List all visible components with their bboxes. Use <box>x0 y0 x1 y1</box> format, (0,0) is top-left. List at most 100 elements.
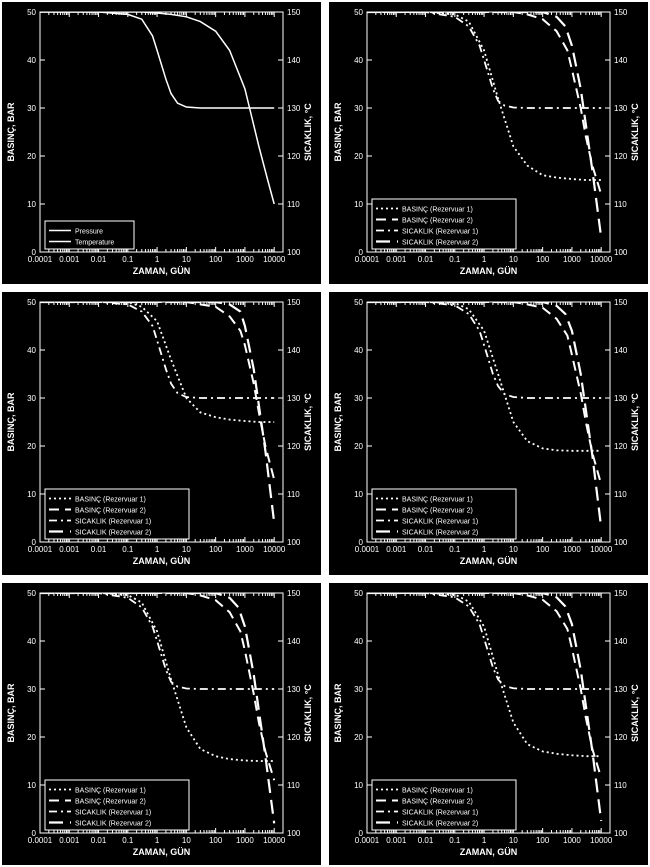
svg-text:BASINÇ, BAR: BASINÇ, BAR <box>6 392 16 452</box>
svg-text:Pressure: Pressure <box>75 229 103 236</box>
svg-text:1000: 1000 <box>563 255 581 264</box>
svg-text:BASINÇ (Rezervuar 2): BASINÇ (Rezervuar 2) <box>75 508 146 515</box>
chart-panel-1: 0.00010.0010.010.11101001000100000102030… <box>2 2 321 284</box>
svg-text:1: 1 <box>482 255 487 264</box>
svg-text:100: 100 <box>209 255 223 264</box>
svg-text:10: 10 <box>354 781 363 790</box>
svg-text:120: 120 <box>287 442 301 451</box>
svg-text:0: 0 <box>32 829 37 838</box>
chart-panel-4: 0.00010.0010.010.11101001000100000102030… <box>329 292 648 574</box>
svg-text:BASINÇ (Rezervuar 2): BASINÇ (Rezervuar 2) <box>402 508 473 515</box>
chart-panel-5: 0.00010.0010.010.11101001000100000102030… <box>2 583 321 865</box>
svg-text:ZAMAN, GÜN: ZAMAN, GÜN <box>133 556 191 566</box>
svg-text:50: 50 <box>354 298 363 307</box>
svg-text:130: 130 <box>287 685 301 694</box>
svg-text:150: 150 <box>287 8 301 17</box>
svg-text:SICAKLIK (Rezervuar 1): SICAKLIK (Rezervuar 1) <box>75 809 151 816</box>
svg-text:50: 50 <box>27 589 36 598</box>
svg-text:1: 1 <box>155 255 160 264</box>
svg-text:100: 100 <box>614 248 628 257</box>
svg-text:120: 120 <box>614 442 628 451</box>
svg-text:30: 30 <box>354 394 363 403</box>
svg-text:150: 150 <box>287 589 301 598</box>
svg-text:SICAKLIK, °C: SICAKLIK, °C <box>303 683 313 741</box>
svg-text:SICAKLIK (Rezervuar 2): SICAKLIK (Rezervuar 2) <box>75 820 151 827</box>
svg-text:10000: 10000 <box>590 255 613 264</box>
svg-text:0.1: 0.1 <box>449 255 461 264</box>
svg-text:10: 10 <box>182 255 191 264</box>
svg-text:30: 30 <box>27 104 36 113</box>
svg-text:BASINÇ, BAR: BASINÇ, BAR <box>333 392 343 452</box>
svg-text:ZAMAN, GÜN: ZAMAN, GÜN <box>460 847 518 857</box>
svg-text:1: 1 <box>155 545 160 554</box>
svg-text:0.001: 0.001 <box>59 545 80 554</box>
svg-text:40: 40 <box>354 56 363 65</box>
svg-text:BASINÇ (Rezervuar 2): BASINÇ (Rezervuar 2) <box>402 798 473 805</box>
svg-text:0.001: 0.001 <box>59 836 80 845</box>
svg-text:10: 10 <box>182 836 191 845</box>
svg-text:100: 100 <box>614 829 628 838</box>
svg-text:0.001: 0.001 <box>386 545 407 554</box>
svg-text:1: 1 <box>482 545 487 554</box>
svg-text:100: 100 <box>536 255 550 264</box>
svg-text:BASINÇ (Rezervuar 1): BASINÇ (Rezervuar 1) <box>75 787 146 794</box>
svg-text:1000: 1000 <box>236 255 254 264</box>
svg-text:10000: 10000 <box>263 836 286 845</box>
svg-text:130: 130 <box>287 394 301 403</box>
svg-text:150: 150 <box>614 589 628 598</box>
svg-text:0: 0 <box>32 538 37 547</box>
svg-text:0: 0 <box>359 538 364 547</box>
svg-text:20: 20 <box>27 152 36 161</box>
svg-text:SICAKLIK (Rezervuar 2): SICAKLIK (Rezervuar 2) <box>402 240 478 247</box>
svg-text:0.001: 0.001 <box>386 836 407 845</box>
svg-text:20: 20 <box>27 733 36 742</box>
svg-text:150: 150 <box>287 298 301 307</box>
svg-text:40: 40 <box>27 56 36 65</box>
svg-text:Temperature: Temperature <box>75 240 114 247</box>
svg-text:110: 110 <box>614 490 627 499</box>
svg-text:0.01: 0.01 <box>91 255 107 264</box>
svg-text:SICAKLIK (Rezervuar 1): SICAKLIK (Rezervuar 1) <box>75 519 151 526</box>
svg-text:150: 150 <box>614 298 628 307</box>
svg-text:0.001: 0.001 <box>386 255 407 264</box>
svg-text:SICAKLIK (Rezervuar 2): SICAKLIK (Rezervuar 2) <box>75 530 151 537</box>
svg-text:BASINÇ, BAR: BASINÇ, BAR <box>333 683 343 743</box>
svg-text:0.1: 0.1 <box>122 255 134 264</box>
svg-text:100: 100 <box>287 829 301 838</box>
svg-text:0.1: 0.1 <box>122 836 134 845</box>
svg-text:30: 30 <box>27 685 36 694</box>
svg-text:1000: 1000 <box>236 836 254 845</box>
svg-text:0.1: 0.1 <box>122 545 134 554</box>
svg-text:40: 40 <box>27 637 36 646</box>
svg-text:140: 140 <box>287 346 301 355</box>
svg-text:0.01: 0.01 <box>418 255 434 264</box>
svg-text:120: 120 <box>614 733 628 742</box>
svg-text:10: 10 <box>27 200 36 209</box>
svg-text:SICAKLIK (Rezervuar 2): SICAKLIK (Rezervuar 2) <box>402 820 478 827</box>
svg-text:SICAKLIK (Rezervuar 1): SICAKLIK (Rezervuar 1) <box>402 229 478 236</box>
svg-text:150: 150 <box>614 8 628 17</box>
svg-text:BASINÇ (Rezervuar 1): BASINÇ (Rezervuar 1) <box>402 207 473 214</box>
svg-text:1: 1 <box>155 836 160 845</box>
svg-text:0.01: 0.01 <box>418 836 434 845</box>
svg-text:130: 130 <box>614 685 628 694</box>
svg-text:10000: 10000 <box>590 545 613 554</box>
svg-text:SICAKLIK (Rezervuar 1): SICAKLIK (Rezervuar 1) <box>402 519 478 526</box>
chart-panel-6: 0.00010.0010.010.11101001000100000102030… <box>329 583 648 865</box>
svg-text:BASINÇ, BAR: BASINÇ, BAR <box>333 102 343 162</box>
svg-text:10: 10 <box>509 545 518 554</box>
chart-grid: 0.00010.0010.010.11101001000100000102030… <box>0 0 650 867</box>
svg-text:ZAMAN, GÜN: ZAMAN, GÜN <box>460 266 518 276</box>
svg-text:10: 10 <box>182 545 191 554</box>
svg-text:110: 110 <box>287 200 300 209</box>
svg-text:SICAKLIK, °C: SICAKLIK, °C <box>303 103 313 161</box>
svg-text:ZAMAN, GÜN: ZAMAN, GÜN <box>133 847 191 857</box>
svg-text:110: 110 <box>287 490 300 499</box>
svg-text:0.1: 0.1 <box>449 545 461 554</box>
svg-text:1000: 1000 <box>236 545 254 554</box>
svg-text:30: 30 <box>354 685 363 694</box>
svg-text:SICAKLIK, °C: SICAKLIK, °C <box>630 683 640 741</box>
svg-text:BASINÇ (Rezervuar 1): BASINÇ (Rezervuar 1) <box>402 497 473 504</box>
svg-text:100: 100 <box>287 248 301 257</box>
svg-text:40: 40 <box>354 346 363 355</box>
